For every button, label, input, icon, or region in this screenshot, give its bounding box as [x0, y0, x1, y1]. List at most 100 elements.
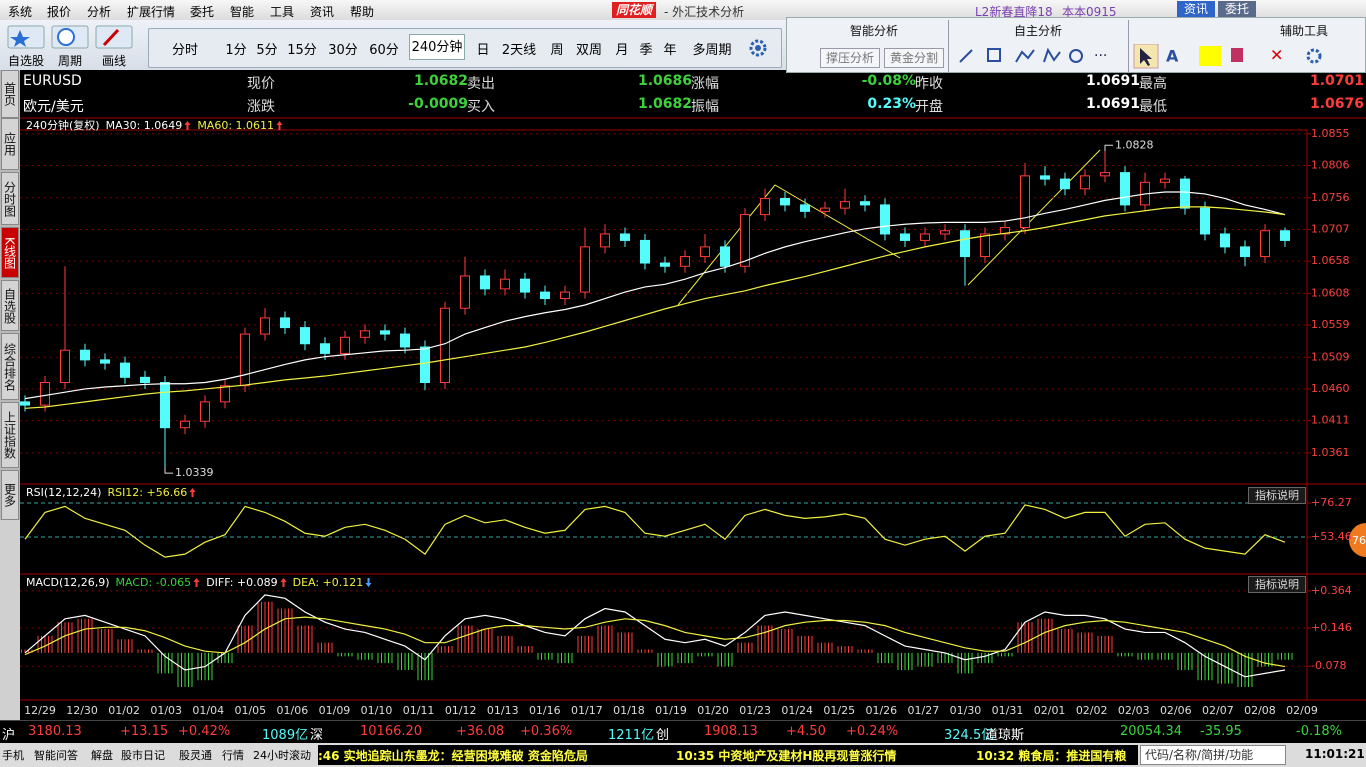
annotation: 1.0339: [175, 466, 214, 479]
float-badge[interactable]: [1349, 523, 1366, 557]
period-button[interactable]: 多周期: [692, 43, 732, 58]
status-item: +36.08: [456, 724, 505, 739]
x-tick-label: 01/31: [992, 704, 1024, 717]
x-tick-label: 02/09: [1286, 704, 1318, 717]
period-button[interactable]: 季: [639, 43, 653, 58]
footer-tab[interactable]: 行情: [222, 749, 244, 762]
menu-item[interactable]: 智能: [230, 5, 255, 19]
candle-body: [320, 343, 330, 354]
sidebar-tab[interactable]: 自选股: [1, 280, 19, 331]
sidebar-tab[interactable]: 更多: [1, 470, 19, 520]
tool-label[interactable]: 画线: [101, 54, 126, 68]
quote-label: 昨收: [915, 76, 943, 92]
indicator-line: [24, 616, 1286, 668]
legend-entry: MACD(12,26,9): [26, 576, 110, 589]
period-button[interactable]: 分时: [171, 43, 198, 58]
sidebar-tab[interactable]: K线图: [1, 227, 19, 278]
menu-item[interactable]: 帮助: [350, 5, 375, 19]
legend-entry: DEA: +0.121: [292, 576, 364, 589]
news-item[interactable]: 10:35 中资地产及建材H股再现普涨行情: [676, 749, 897, 763]
tool-label[interactable]: 周期: [57, 54, 82, 68]
legend-entry: MA30: 1.0649: [105, 118, 183, 132]
down-arrow: [365, 578, 372, 587]
x-tick-label: 01/10: [361, 704, 393, 717]
svg-text:✕: ✕: [1270, 46, 1283, 65]
period-button[interactable]: 双周: [575, 43, 602, 58]
candle-body: [360, 330, 370, 338]
footer-tab[interactable]: 24小时滚动: [253, 749, 311, 762]
menu-item[interactable]: 委托: [190, 5, 215, 19]
y-tick-label: 1.0658: [1311, 254, 1350, 267]
footer-tab[interactable]: 智能问答: [34, 749, 78, 762]
settings-icon[interactable]: [748, 38, 768, 58]
panel-button[interactable]: 撑压分析: [820, 48, 880, 68]
period-button[interactable]: 1分: [225, 43, 247, 58]
indicator-help-button[interactable]: 指标说明: [1248, 487, 1306, 504]
menu-item[interactable]: 资讯: [310, 5, 335, 19]
panel-section: 智能分析: [849, 24, 898, 38]
x-tick-label: 01/18: [613, 704, 645, 717]
footer-tab[interactable]: 解盘: [91, 749, 113, 762]
menu-item[interactable]: 分析: [87, 5, 112, 19]
y-tick-label: +76.27: [1311, 496, 1352, 509]
tool-label[interactable]: 自选股: [8, 54, 45, 68]
status-item: 1089亿: [262, 728, 309, 743]
footer-tab[interactable]: 手机: [2, 749, 24, 762]
menu-item[interactable]: 报价: [47, 5, 72, 19]
period-button[interactable]: 周: [550, 43, 564, 58]
period-button[interactable]: 月: [615, 43, 629, 58]
sidebar-tab[interactable]: 首页: [1, 70, 19, 118]
news-item[interactable]: :46 实地追踪山东墨龙：经营困境难破 资金陷危局: [318, 749, 588, 763]
footer-tab[interactable]: 股市日记: [121, 749, 165, 762]
sidebar-tab[interactable]: 应用: [1, 118, 19, 170]
indicator-help-button[interactable]: 指标说明: [1248, 576, 1306, 593]
menu-item[interactable]: 系统: [8, 5, 33, 19]
promo-link[interactable]: L2新春直降18: [975, 5, 1053, 19]
panel-button[interactable]: 黄金分割: [884, 48, 944, 68]
candle-body: [920, 233, 930, 241]
svg-text:A: A: [1166, 47, 1179, 66]
x-tick-label: 01/06: [277, 704, 309, 717]
y-tick-label: 1.0855: [1311, 127, 1350, 140]
sidebar-tab[interactable]: 上证指数: [1, 402, 19, 468]
x-tick-label: 01/16: [529, 704, 561, 717]
search-box[interactable]: 代码/名称/简拼/功能: [1140, 745, 1286, 765]
period-button[interactable]: 5分: [256, 43, 278, 58]
period-button[interactable]: 日: [476, 43, 490, 58]
legend-entry: MA60: 1.0611: [197, 118, 275, 132]
x-tick-label: 02/03: [1118, 704, 1150, 717]
candle-body: [200, 401, 210, 422]
y-tick-label: 1.0806: [1311, 159, 1350, 172]
clock-icon: [57, 28, 75, 46]
toolbar: 自选股 周期 画线 分时 1分 5分 15分 30分 60分 240分钟日 2天线周双周月季年多周期: [0, 20, 786, 70]
sidebar-tab[interactable]: 分时图: [1, 172, 19, 225]
top-button[interactable]: 委托: [1218, 1, 1256, 18]
up-arrow: [193, 578, 200, 587]
menu-item[interactable]: 工具: [270, 5, 295, 19]
pen-icon: [102, 28, 120, 47]
menu-item[interactable]: 扩展行情: [127, 5, 176, 19]
candle-body: [580, 246, 590, 293]
status-item: 1908.13: [704, 724, 758, 739]
x-tick-label: 02/01: [1034, 704, 1066, 717]
period-button[interactable]: 年: [663, 43, 677, 58]
candle-body: [1040, 175, 1050, 180]
sidebar-tab[interactable]: 综合排名: [1, 333, 19, 400]
news-item[interactable]: 10:32 粮食局：推进国有粮: [976, 749, 1127, 763]
y-tick-label: 1.0756: [1311, 191, 1350, 204]
period-button[interactable]: 240分钟: [409, 34, 465, 60]
period-button[interactable]: 15分: [287, 43, 317, 58]
candle-body: [600, 233, 610, 248]
period-button[interactable]: 30分: [328, 43, 358, 58]
float-badge-label[interactable]: 76: [1352, 534, 1366, 547]
star-icon: [10, 30, 30, 47]
y-tick-label: -0.078: [1311, 659, 1346, 672]
period-button[interactable]: 2天线: [501, 43, 537, 58]
x-tick-label: 02/07: [1202, 704, 1234, 717]
candle-body: [1080, 175, 1090, 190]
symbol-name: 欧元/美元: [23, 99, 84, 115]
period-button[interactable]: 60分: [369, 43, 399, 58]
footer-tab[interactable]: 股灵通: [179, 749, 212, 762]
top-button[interactable]: 资讯: [1177, 1, 1215, 18]
